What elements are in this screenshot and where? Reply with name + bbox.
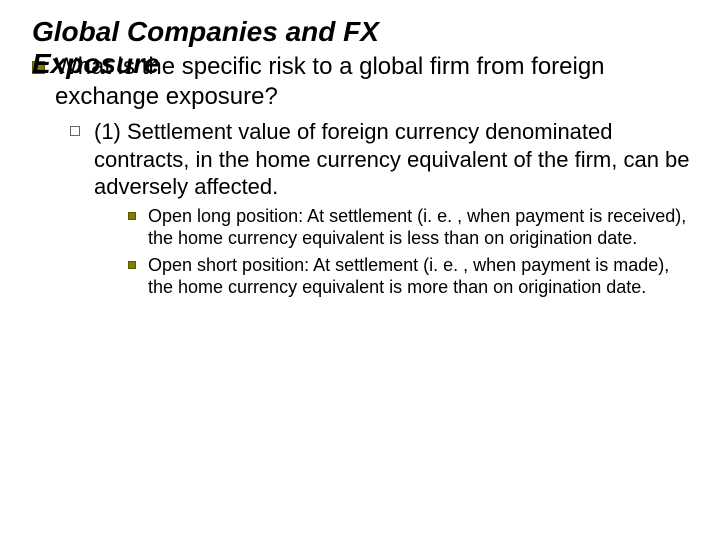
level3-text-1: Open short position: At settlement (i. e… [148,254,692,299]
level2-text: (1) Settlement value of foreign currency… [94,118,692,201]
level3-text-0: Open long position: At settlement (i. e.… [148,205,692,250]
slide-title: Global Companies and FX Exposure [32,16,692,80]
small-square-bullet-icon [128,212,136,220]
slide-container: Global Companies and FX Exposure What is… [0,0,720,540]
small-square-bullet-icon [128,261,136,269]
title-line-1: Global Companies and FX [32,16,692,48]
bullet-level-3: Open short position: At settlement (i. e… [128,254,692,299]
title-line-2: Exposure [32,48,692,80]
bullet-level-2: (1) Settlement value of foreign currency… [70,118,692,201]
hollow-square-bullet-icon [70,126,80,136]
bullet-level-3: Open long position: At settlement (i. e.… [128,205,692,250]
